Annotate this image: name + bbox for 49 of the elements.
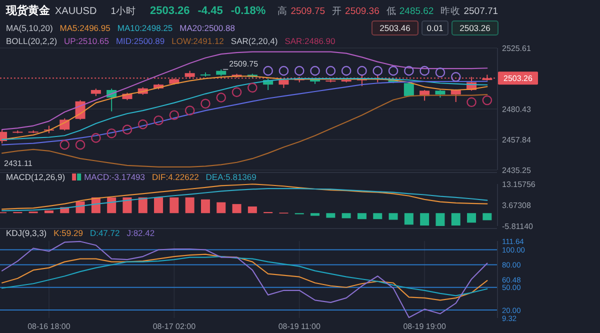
text: K:59.29 — [54, 228, 84, 238]
text: 2503.26 — [150, 5, 190, 17]
legend-label: MACD:-3.17493 — [84, 172, 146, 182]
annotation: 2509.75 — [229, 59, 259, 68]
text: -0.18% — [230, 5, 266, 17]
text: 昨收 — [440, 5, 461, 17]
series-label: DIF:4.22622 — [152, 172, 200, 182]
text: 2509.36 — [345, 6, 380, 17]
text: MA20:2500.88 — [180, 23, 236, 33]
y-tick-label: -5.81140 — [502, 222, 534, 231]
text: D:47.72 — [90, 228, 120, 238]
series-label: DEA:5.81369 — [206, 172, 257, 182]
chart-subtitle: XAUUSD — [55, 6, 97, 17]
text: 2485.62 — [399, 6, 434, 17]
x-tick-label: 08-17 02:00 — [152, 322, 196, 331]
text: 0.01 — [426, 23, 444, 33]
text: SAR(2,20,4) — [230, 36, 278, 46]
y-tick-label: 3.67308 — [502, 200, 532, 210]
text: 高 — [278, 5, 288, 17]
y-tick-label: 2480.43 — [502, 104, 532, 114]
x-tick-label: 08-19 19:00 — [403, 322, 446, 331]
text: 1小时 — [110, 5, 136, 17]
x-tick-label: 08-19 11:00 — [278, 322, 321, 331]
y-tick-label: 2525.61 — [502, 44, 532, 53]
text: -4.45 — [198, 5, 223, 17]
chart-title: MACD(12,26,9) — [6, 172, 66, 182]
y-tick-label: 13.15756 — [502, 180, 536, 189]
text: SAR:2486.90 — [284, 36, 336, 46]
text: MA(5,10,20) — [6, 23, 53, 33]
text: LOW:2491.12 — [172, 36, 224, 46]
text: 2509.75 — [290, 6, 326, 17]
text: UP:2510.65 — [64, 36, 110, 46]
text: MA5:2496.95 — [60, 23, 111, 33]
ref-line-label: 2503.26 — [504, 74, 534, 84]
text: 开 — [332, 6, 342, 17]
y-tick-label: 2457.84 — [502, 135, 532, 144]
text: 2503.46 — [380, 23, 411, 33]
chart-title: KDJ(9,3,3) — [6, 228, 47, 238]
text: 2503.26 — [460, 23, 491, 33]
text: MA10:2498.25 — [117, 23, 173, 33]
series-label: J:82.42 — [126, 228, 155, 238]
text: 2507.71 — [464, 6, 498, 17]
x-tick-label: 08-16 18:00 — [28, 322, 71, 331]
annotation: 2431.11 — [4, 159, 33, 168]
text: BOLL(20,2,2) — [6, 36, 58, 46]
chart-title: 现货黄金 — [5, 4, 51, 17]
text: MID:2500.89 — [116, 36, 165, 46]
text: 低 — [386, 6, 396, 17]
y-tick-label: 2435.25 — [502, 166, 532, 175]
